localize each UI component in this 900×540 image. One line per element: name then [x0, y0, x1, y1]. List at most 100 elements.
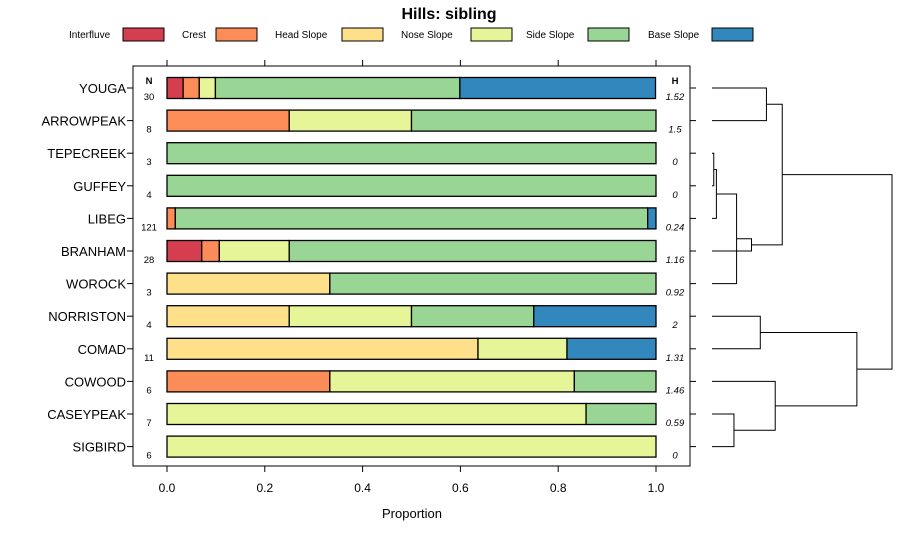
n-value-4: 121: [141, 222, 157, 233]
x-tick-label-2: 0.4: [354, 481, 371, 495]
n-value-8: 11: [144, 353, 154, 364]
legend-label-3: Nose Slope: [401, 30, 453, 41]
dendrogram-merge-3: [712, 238, 753, 252]
n-value-9: 6: [146, 385, 151, 396]
row-label-6: WOROCK: [66, 277, 126, 292]
legend-swatch-4: [587, 27, 630, 42]
x-tick-label-1: 0.2: [256, 481, 273, 495]
row-label-7: NORRISTON: [48, 309, 126, 324]
x-axis-title: Proportion: [382, 506, 442, 521]
row-label-8: COMAD: [78, 342, 126, 357]
h-value-5: 1.16: [666, 255, 685, 266]
plot-frame: [132, 65, 691, 467]
row-label-4: LIBEG: [88, 211, 126, 226]
n-value-1: 8: [146, 125, 151, 136]
h-value-7: 2: [671, 320, 678, 331]
x-tick-label-4: 0.8: [550, 481, 567, 495]
legend-label-4: Side Slope: [526, 30, 575, 41]
n-value-7: 4: [146, 320, 151, 331]
bar-segment-arrowpeak-3: [288, 109, 413, 132]
row-label-10: CASEYPEAK: [47, 407, 126, 422]
dendrogram-merge-5: [751, 103, 783, 246]
bar-segment-libeg-4: [174, 207, 649, 230]
n-column-header: N: [146, 76, 153, 87]
h-value-2: 0: [672, 157, 678, 168]
bar-segment-arrowpeak-1: [166, 109, 290, 132]
bar-segment-comad-3: [477, 337, 568, 360]
dendrogram-merge-8: [712, 380, 776, 431]
n-value-10: 7: [146, 418, 151, 429]
dendrogram-merge-7: [712, 413, 735, 448]
n-value-11: 6: [146, 451, 151, 462]
bar-segment-branham-3: [218, 239, 290, 263]
h-value-11: 0: [672, 451, 678, 462]
dendrogram-merge-9: [760, 332, 858, 407]
h-value-1: 1.5: [668, 125, 682, 136]
legend-swatch-0: [122, 27, 165, 42]
legend-label-2: Head Slope: [275, 30, 328, 41]
x-tick-label-0: 0.0: [159, 481, 176, 495]
h-value-0: 1.52: [666, 92, 685, 103]
row-label-0: YOUGA: [79, 81, 126, 96]
n-value-0: 30: [144, 92, 155, 103]
bar-segment-cowood-1: [166, 370, 331, 393]
bar-segment-arrowpeak-4: [410, 109, 657, 132]
x-tick-label-5: 1.0: [648, 481, 665, 495]
dendrogram-merge-6: [712, 315, 761, 350]
bar-segment-youga-4: [214, 76, 461, 100]
h-value-4: 0.24: [666, 222, 685, 233]
bar-segment-norriston-5: [533, 305, 657, 328]
row-label-3: GUFFEY: [73, 179, 126, 194]
bar-segment-worock-4: [329, 272, 657, 295]
bar-segment-libeg-5: [647, 207, 657, 230]
x-tick-label-3: 0.6: [452, 481, 469, 495]
bar-segment-comad-2: [166, 337, 479, 360]
legend-swatch-2: [341, 27, 384, 42]
row-label-5: BRANHAM: [61, 244, 126, 259]
bar-segment-libeg-1: [166, 207, 176, 230]
row-label-1: ARROWPEAK: [41, 114, 126, 129]
bar-segment-sigbird-3: [166, 435, 657, 458]
n-value-2: 3: [146, 157, 151, 168]
bar-segment-branham-1: [201, 239, 220, 263]
legend-label-0: Interfluve: [69, 30, 111, 41]
legend-swatch-5: [711, 27, 754, 42]
dendrogram-merge-1: [712, 169, 717, 219]
row-label-11: SIGBIRD: [73, 440, 126, 455]
legend-swatch-1: [215, 27, 258, 42]
row-label-9: COWOOD: [65, 374, 126, 389]
dendrogram-merge-0: [712, 152, 715, 187]
dendrogram-merge-10: [782, 174, 893, 370]
bar-segment-caseypeak-3: [166, 402, 587, 426]
h-value-9: 1.46: [666, 385, 685, 396]
bar-segment-branham-0: [166, 239, 203, 263]
row-label-2: TEPECREEK: [47, 146, 126, 161]
dendrogram-merge-2: [712, 193, 738, 285]
bar-segment-cowood-4: [573, 370, 657, 393]
legend-swatch-3: [470, 27, 513, 42]
h-value-6: 0.92: [666, 288, 685, 299]
h-value-8: 1.31: [666, 353, 685, 364]
h-column-header: H: [672, 76, 679, 87]
bar-segment-comad-5: [566, 337, 657, 360]
bar-segment-guffey-4: [166, 174, 657, 197]
n-value-3: 4: [146, 190, 151, 201]
bar-segment-youga-1: [182, 76, 200, 100]
bar-segment-youga-3: [198, 76, 217, 100]
bar-segment-youga-5: [459, 76, 657, 100]
chart-title: Hills: sibling: [401, 6, 496, 23]
bar-segment-tepecreek-4: [166, 142, 657, 165]
h-value-3: 0: [672, 190, 678, 201]
bar-segment-branham-4: [288, 239, 657, 263]
bar-segment-youga-0: [166, 76, 184, 100]
bar-segment-norriston-4: [410, 305, 535, 328]
n-value-5: 28: [144, 255, 155, 266]
legend-label-5: Base Slope: [648, 30, 700, 41]
dendrogram-merge-4: [712, 87, 767, 122]
dendrogram: [712, 87, 893, 448]
legend: Interfluve Crest Head Slope Nose Slope Side …: [69, 27, 754, 42]
legend-label-1: Crest: [182, 30, 206, 41]
n-value-6: 3: [146, 288, 151, 299]
